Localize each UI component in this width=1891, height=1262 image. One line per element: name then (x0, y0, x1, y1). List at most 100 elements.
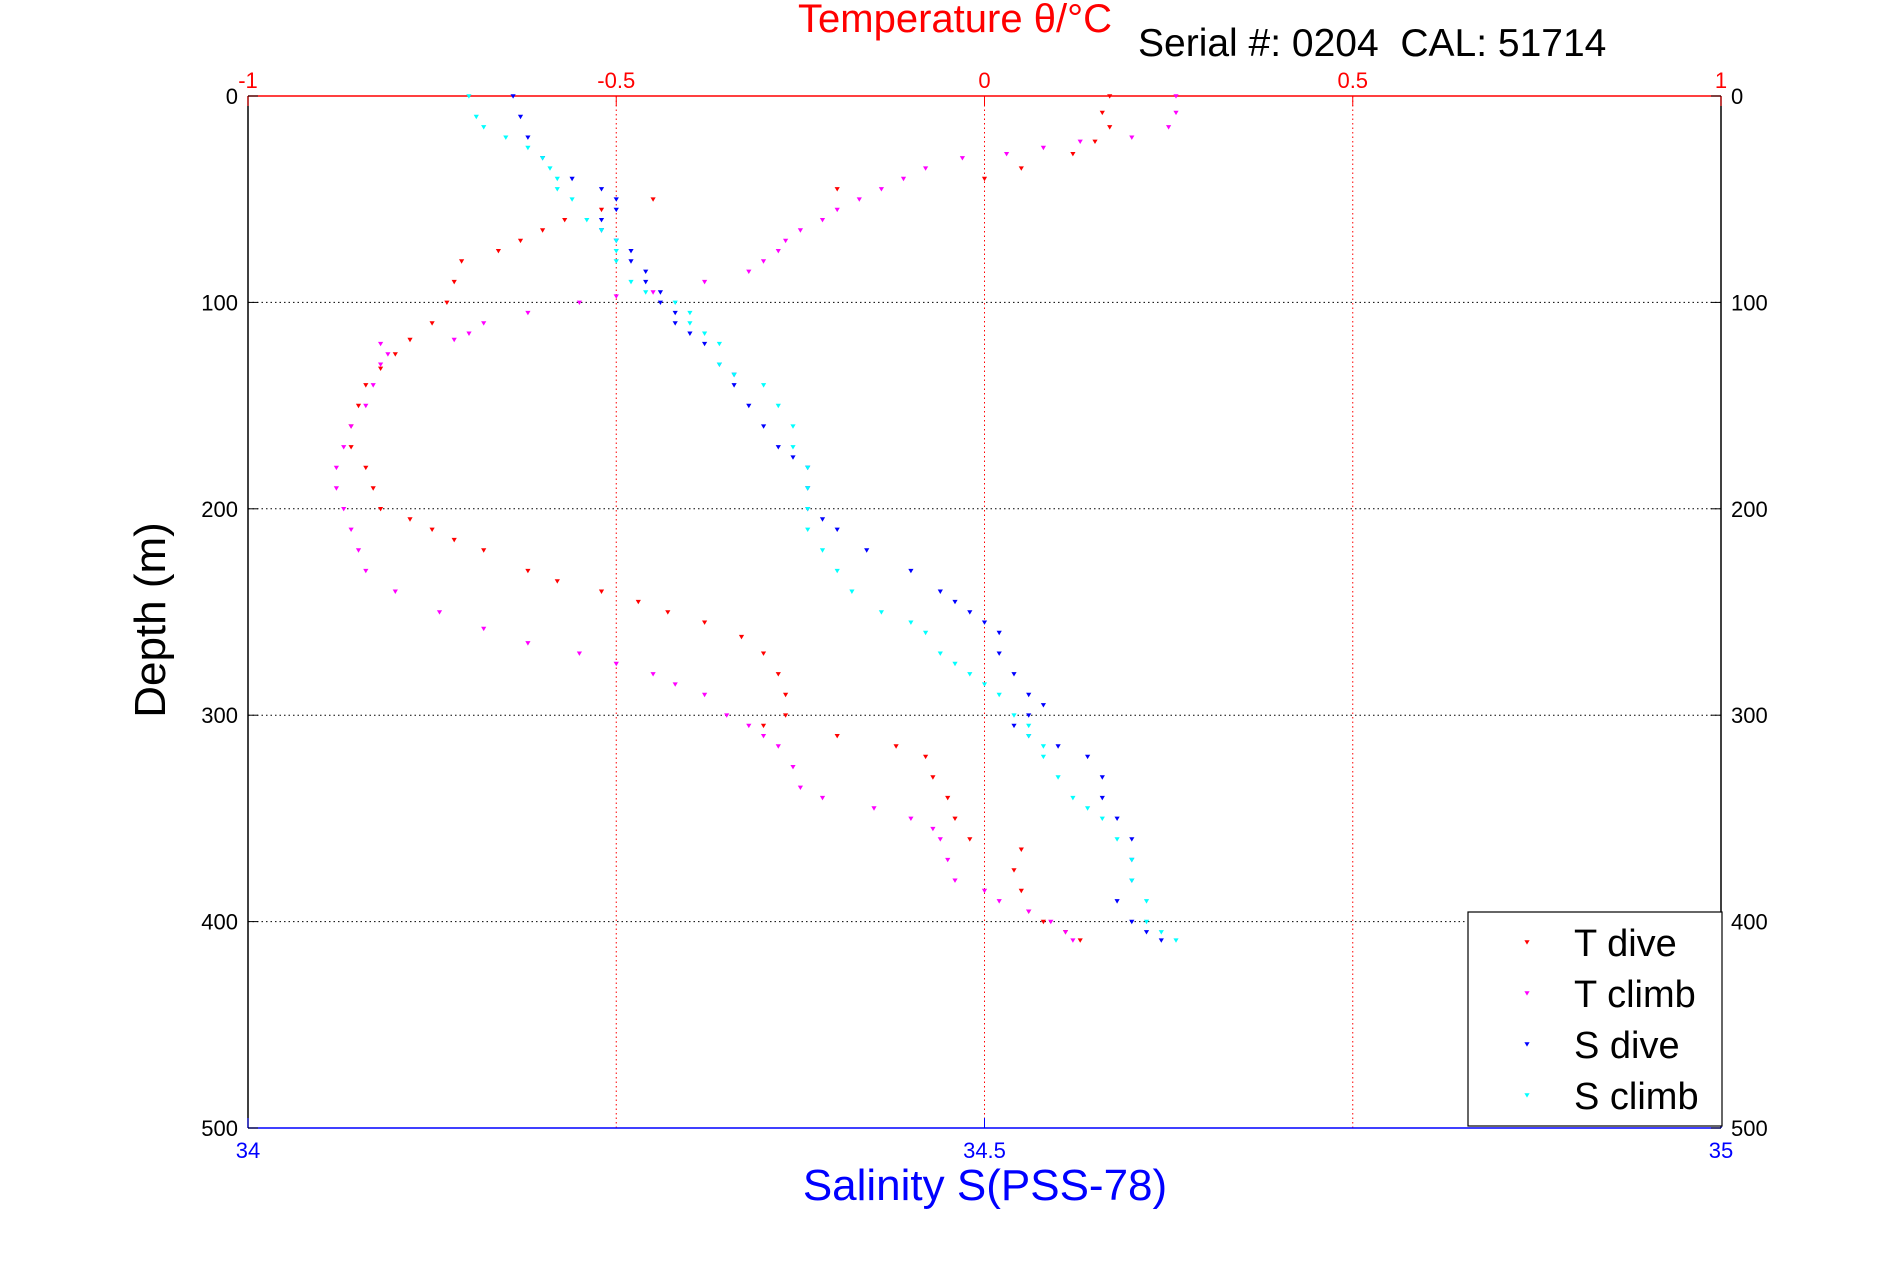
t-dive-point (378, 507, 384, 512)
t-dive-point (702, 620, 708, 625)
t-climb-point (385, 352, 391, 357)
s-dive-point (1085, 754, 1091, 760)
s-climb-point (849, 589, 855, 594)
t-climb-point (981, 888, 988, 894)
t-climb-point (333, 486, 339, 491)
s-climb-point (547, 166, 553, 171)
s-dive-point (1011, 672, 1017, 677)
t-dive-point (540, 228, 546, 233)
s-dive-point (643, 279, 649, 285)
t-dive-point (893, 744, 899, 749)
s-climb-point (805, 465, 811, 471)
t-climb-point (481, 626, 487, 632)
t-climb-point (930, 826, 936, 832)
legend-box (1467, 911, 1723, 1127)
s-climb-point (731, 372, 737, 378)
t-dive-point (923, 754, 929, 760)
depth-tick-label-left: 100 (201, 290, 238, 315)
t-dive-point (598, 207, 605, 213)
s-dive-point (1055, 744, 1061, 749)
depth-tick-label-left: 400 (201, 910, 238, 935)
t-climb-point (900, 176, 907, 182)
t-climb-point (466, 331, 472, 336)
t-climb-point (341, 445, 347, 450)
t-climb-point (878, 187, 884, 192)
s-climb-point (613, 259, 619, 264)
t-dive-point (481, 548, 487, 553)
t-dive-point (981, 176, 988, 182)
temperature-tick-label: 0.5 (1337, 68, 1368, 93)
s-dive-point (731, 383, 737, 388)
s-climb-point (996, 692, 1002, 698)
s-dive-point (628, 249, 634, 254)
t-dive-point (834, 187, 840, 192)
t-climb-point (746, 269, 752, 274)
legend-marker (1524, 991, 1530, 996)
t-climb-point (1173, 110, 1179, 116)
t-dive-point (1099, 110, 1105, 116)
s-climb-point (687, 321, 693, 326)
t-climb-point (702, 692, 708, 698)
s-dive-point (628, 259, 634, 264)
s-dive-point (1026, 713, 1032, 718)
depth-tick-label-left: 500 (201, 1116, 238, 1141)
t-dive-point (370, 486, 376, 491)
salinity-tick-label: 34.5 (963, 1138, 1006, 1163)
s-climb-point (1026, 734, 1032, 739)
s-climb-point (805, 507, 811, 512)
t-dive-point (562, 218, 568, 223)
s-dive-point (643, 269, 649, 274)
t-dive-point (517, 238, 524, 244)
t-climb-point (1077, 139, 1083, 144)
s-dive-point (598, 187, 605, 192)
s-dive-point (746, 403, 752, 409)
t-climb-point (481, 321, 487, 326)
s-dive-point (1011, 723, 1017, 729)
s-dive-point (981, 620, 988, 625)
s-climb-point (584, 218, 590, 223)
t-dive-point (392, 352, 398, 357)
s-climb-point (1173, 938, 1179, 943)
legend-label: T dive (1574, 923, 1677, 965)
t-dive-point (783, 713, 789, 718)
t-climb-point (797, 785, 803, 790)
s-climb-point (1099, 816, 1105, 821)
s-climb-point (1085, 806, 1091, 811)
s-climb-point (569, 197, 575, 202)
t-climb-point (746, 723, 752, 729)
t-climb-point (797, 228, 803, 233)
t-climb-point (923, 166, 929, 171)
s-dive-point (1129, 837, 1135, 842)
t-climb-point (819, 218, 826, 223)
s-climb-point (466, 94, 472, 99)
s-climb-point (1143, 899, 1150, 904)
salinity-tick-label: 34 (236, 1138, 260, 1163)
t-climb-point (576, 300, 582, 305)
s-dive-point (996, 651, 1002, 656)
t-climb-point (378, 362, 384, 367)
depth-tick-label-right: 500 (1731, 1116, 1768, 1141)
salinity-axis-label: Salinity S(PSS-78) (803, 1161, 1167, 1210)
s-dive-point (761, 424, 767, 429)
s-climb-point (613, 249, 619, 254)
temperature-tick-label: 0 (978, 68, 990, 93)
t-climb-point (871, 806, 877, 811)
t-climb-series (333, 94, 1179, 943)
s-dive-point (790, 455, 796, 460)
t-climb-point (819, 795, 826, 801)
depth-tick-label-left: 0 (226, 84, 238, 109)
t-climb-point (945, 857, 951, 863)
t-climb-point (451, 337, 457, 343)
t-climb-point (370, 383, 376, 388)
t-dive-point (429, 321, 435, 326)
s-climb-point (481, 125, 487, 130)
s-climb-point (1129, 857, 1135, 863)
t-dive-point (429, 527, 435, 532)
s-climb-point (716, 341, 722, 347)
t-dive-point (525, 568, 531, 574)
s-climb-point (790, 445, 796, 450)
s-dive-point (657, 300, 663, 305)
s-dive-point (1099, 795, 1105, 801)
t-climb-point (1173, 94, 1179, 99)
